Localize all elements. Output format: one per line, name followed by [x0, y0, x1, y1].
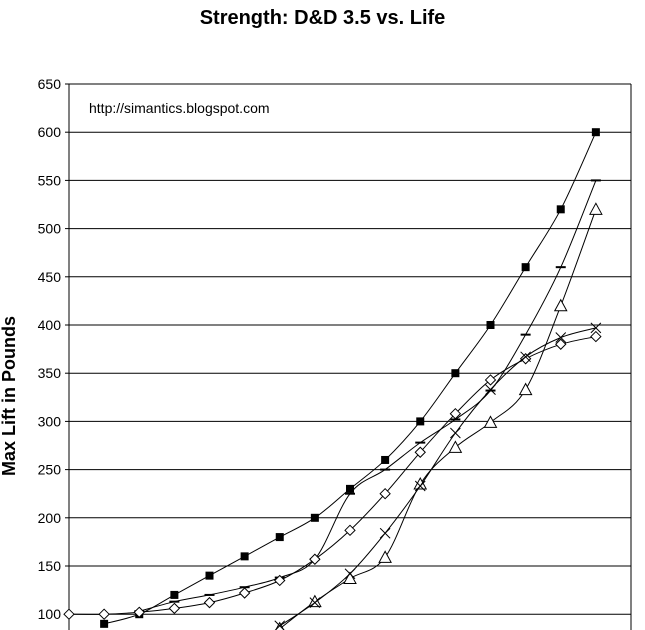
y-tick-label-350: 350 — [38, 365, 62, 381]
series-5-point — [309, 597, 321, 608]
series-3-line — [279, 209, 597, 630]
series-1-line — [103, 131, 597, 625]
series-1-point — [381, 455, 390, 464]
series-4-point — [274, 574, 286, 587]
series-4-point — [344, 524, 356, 537]
series-4 — [63, 330, 602, 620]
series-4-point — [519, 353, 532, 365]
axes: 100 150 200 250 300 350 400 450 500 550 600 650 — [38, 76, 632, 630]
y-tick-label-150: 150 — [38, 558, 62, 574]
y-tick-label-650: 650 — [38, 76, 62, 92]
y-tick-label-200: 200 — [38, 510, 62, 526]
series-3-point — [448, 440, 463, 453]
series-4-point — [203, 596, 216, 609]
series-group — [63, 128, 603, 630]
series-1-point — [591, 128, 600, 137]
chart-annotation: http://simantics.blogspot.com — [89, 100, 270, 116]
series-1-point — [100, 619, 109, 628]
series-1-point — [310, 513, 319, 522]
series-4-point — [309, 553, 321, 565]
series-1-point — [521, 263, 530, 272]
series-1-point — [451, 369, 460, 378]
series-5-point — [344, 568, 356, 580]
series-1 — [100, 128, 600, 628]
y-tick-label-550: 550 — [38, 172, 62, 188]
y-tick-label-600: 600 — [38, 124, 62, 140]
chart-title: Strength: D&D 3.5 vs. Life — [199, 7, 446, 29]
series-1-point — [240, 552, 249, 561]
series-4-point — [168, 602, 181, 615]
series-1-point — [346, 484, 354, 493]
y-tick-label-450: 450 — [38, 269, 62, 285]
series-4-line — [68, 336, 597, 615]
series-1-point — [170, 590, 179, 599]
series-1-point — [275, 533, 284, 542]
series-4-point — [484, 374, 497, 386]
series-4-point — [555, 338, 567, 350]
y-tick-label-100: 100 — [38, 606, 62, 622]
series-3-point — [589, 202, 603, 215]
series-4-point — [133, 606, 145, 618]
series-5-point — [520, 351, 531, 363]
series-3 — [275, 202, 603, 630]
series-1-point — [416, 417, 425, 426]
series-3-point — [343, 571, 357, 585]
series-5-point — [555, 332, 567, 343]
series-1-point — [556, 205, 565, 214]
series-4-point — [590, 330, 602, 343]
y-tick-label-250: 250 — [38, 462, 62, 478]
series-1-point — [205, 571, 214, 580]
series-4-point — [379, 487, 391, 500]
series-5-point — [414, 480, 426, 492]
series-3-point — [378, 550, 392, 563]
series-3-point — [308, 594, 322, 608]
series-2 — [134, 179, 601, 613]
series-5-line — [279, 327, 597, 627]
series-5-point — [590, 322, 602, 334]
y-tick-label-500: 500 — [38, 221, 62, 237]
series-1-point — [486, 321, 495, 329]
series-4-point — [449, 407, 462, 420]
series-5-point — [379, 527, 391, 539]
series-4-point — [238, 587, 251, 599]
y-tick-label-300: 300 — [38, 413, 62, 429]
series-5-point — [274, 620, 286, 630]
gridlines — [69, 83, 631, 615]
series-4-point — [63, 608, 75, 620]
series-3-point — [483, 415, 498, 428]
series-3-point — [518, 382, 533, 396]
series-5-point — [450, 427, 461, 439]
series-4-point — [414, 446, 426, 458]
series-2-line — [139, 180, 597, 612]
y-tick-label-400: 400 — [38, 317, 62, 333]
series-3-point — [553, 298, 568, 312]
series-5-point — [485, 384, 496, 395]
series-5 — [274, 322, 602, 630]
series-4-point — [98, 608, 110, 620]
